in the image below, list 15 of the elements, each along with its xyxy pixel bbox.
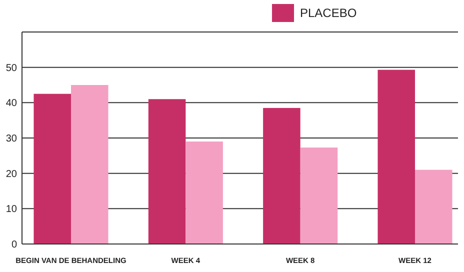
bar [71,85,108,244]
bar [415,170,452,244]
bar [263,108,300,244]
bar [300,148,338,244]
bar [378,70,415,244]
bar [148,99,186,244]
legend-label: PLACEBO [300,6,357,20]
y-tick-label: 10 [6,204,18,216]
y-tick-label: 30 [6,134,18,144]
y-tick-label: 40 [6,98,18,110]
y-tick-label: 0 [11,240,18,250]
bar [34,94,71,244]
y-tick-label: 20 [6,168,18,180]
y-tick-label: 50 [6,62,18,74]
bar [186,142,223,244]
